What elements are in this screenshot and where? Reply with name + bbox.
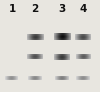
Text: 3: 3 [58,4,66,14]
Text: 4: 4 [79,4,87,14]
Text: 2: 2 [31,4,39,14]
Text: 1: 1 [8,4,16,14]
